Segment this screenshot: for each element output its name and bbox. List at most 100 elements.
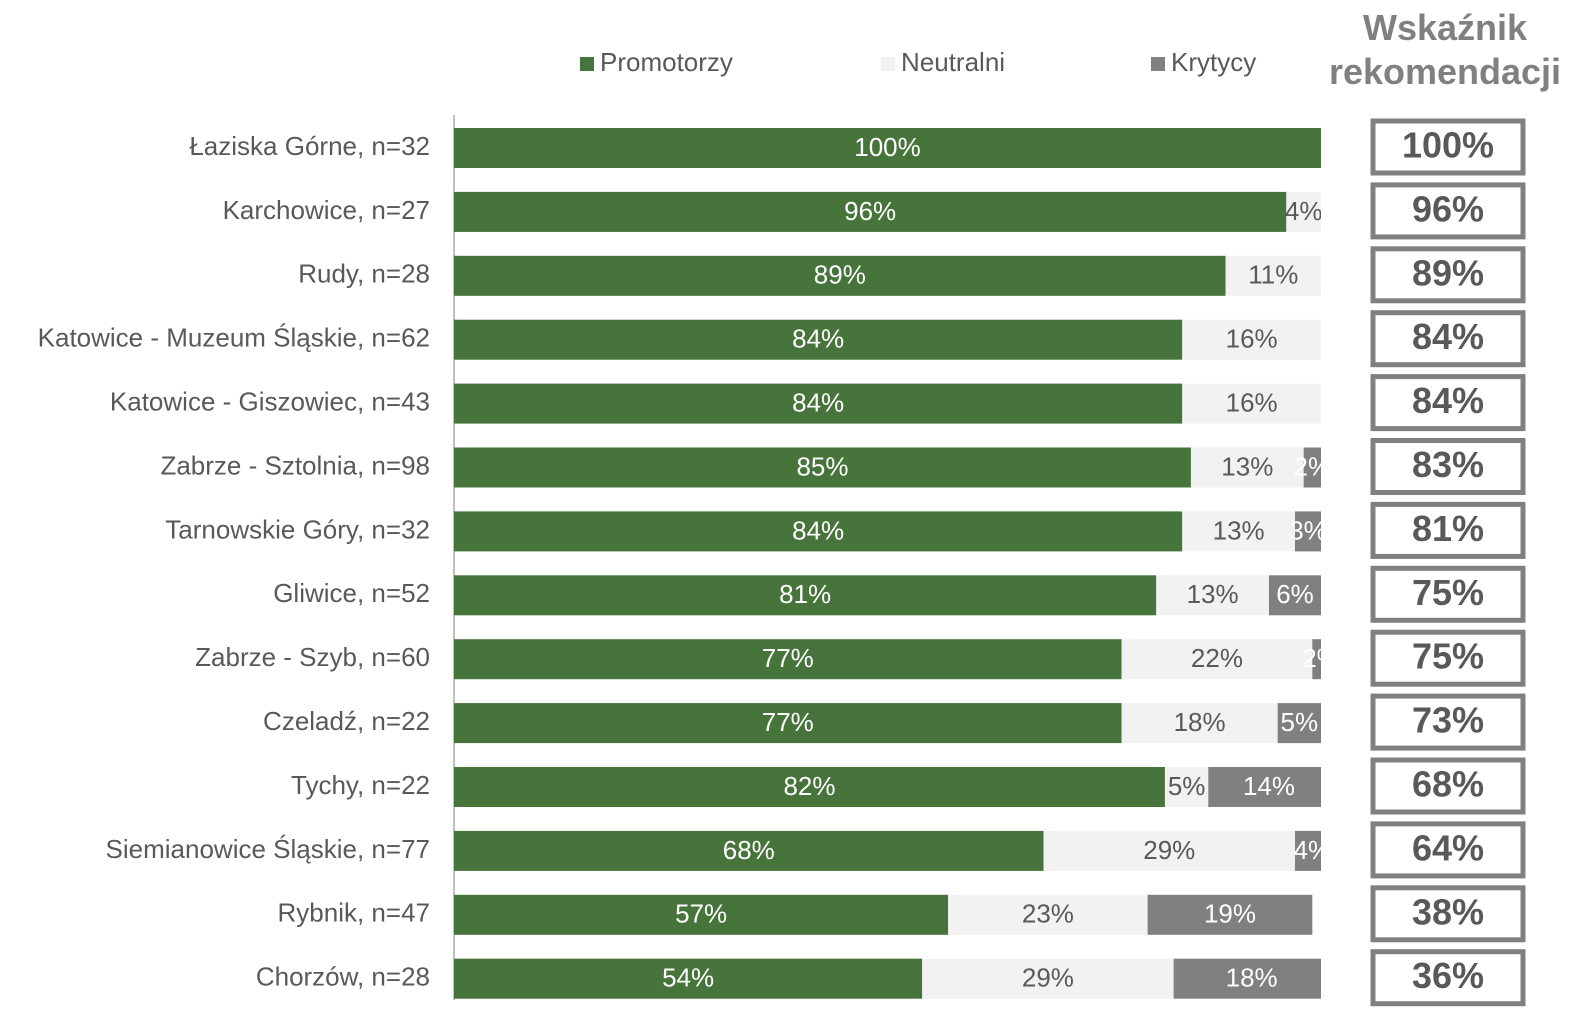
bar-segment xyxy=(948,894,1148,935)
bar-segment xyxy=(1294,511,1321,552)
bar-value-label: 14% xyxy=(1243,771,1295,801)
nps-box xyxy=(1370,310,1526,368)
bar-segment xyxy=(1043,830,1295,871)
legend-swatch xyxy=(881,57,895,71)
bar-value-label: 84% xyxy=(792,387,844,417)
bar-value-label: 81% xyxy=(779,579,831,609)
category-label: Rybnik, n=47 xyxy=(278,898,430,928)
nps-value: 75% xyxy=(1412,572,1484,613)
bar-value-label: 5% xyxy=(1281,707,1319,737)
bar-segment xyxy=(922,958,1174,999)
nps-value: 81% xyxy=(1412,508,1484,549)
nps-box xyxy=(1370,757,1526,815)
bar-value-label: 13% xyxy=(1213,515,1265,545)
category-label: Zabrze - Sztolnia, n=98 xyxy=(160,450,430,480)
nps-value: 100% xyxy=(1402,125,1494,166)
nps-box xyxy=(1370,885,1526,943)
category-label: Tychy, n=22 xyxy=(291,770,430,800)
bar-value-label: 29% xyxy=(1143,835,1195,865)
category-label: Karchowice, n=27 xyxy=(223,195,430,225)
nps-box xyxy=(1370,438,1526,495)
category-label: Siemianowice Śląskie, n=77 xyxy=(106,834,430,864)
category-label: Czeladź, n=22 xyxy=(263,706,430,736)
nps-box xyxy=(1370,693,1526,751)
nps-box xyxy=(1370,565,1526,623)
category-label: Katowice - Muzeum Śląskie, n=62 xyxy=(38,323,430,353)
bar-segment xyxy=(1182,319,1321,360)
bar-value-label: 57% xyxy=(675,899,727,929)
bar-segment xyxy=(454,767,1165,807)
bar-segment xyxy=(1294,830,1321,871)
bar-value-label: 16% xyxy=(1226,324,1278,354)
bar-value-label: 11% xyxy=(1248,260,1298,290)
nps-box xyxy=(1370,118,1526,176)
bar-segment xyxy=(1190,447,1304,488)
bar-value-label: 2% xyxy=(1294,451,1332,481)
bar-segment xyxy=(454,319,1183,360)
bar-value-label: 29% xyxy=(1022,963,1074,993)
bar-segment xyxy=(1147,894,1313,935)
bar-segment xyxy=(454,511,1183,552)
category-label: Katowice - Giszowiec, n=43 xyxy=(110,386,430,416)
bar-segment xyxy=(1268,575,1321,616)
bar-segment xyxy=(1182,511,1295,552)
category-label: Łaziska Górne, n=32 xyxy=(189,131,430,161)
legend-swatch xyxy=(1151,57,1165,71)
bar-segment xyxy=(1312,639,1321,680)
nps-box xyxy=(1370,821,1526,879)
bar-value-label: 85% xyxy=(796,451,848,481)
bar-segment xyxy=(1156,575,1269,616)
nps-title: Wskaźnik rekomendacji xyxy=(1328,7,1562,92)
bar-value-label: 84% xyxy=(792,515,844,545)
bar-segment xyxy=(1173,958,1321,999)
bar-value-label: 6% xyxy=(1276,579,1314,609)
legend-swatch xyxy=(580,57,594,71)
nps-value: 84% xyxy=(1412,380,1484,421)
bar-segment xyxy=(1277,703,1321,744)
bar-value-label: 54% xyxy=(662,963,714,993)
bar-value-label: 2% xyxy=(1302,643,1340,673)
bar-segment xyxy=(454,575,1157,616)
bar-segment xyxy=(454,191,1287,232)
bar-segment xyxy=(454,958,923,999)
bar-value-label: 4% xyxy=(1294,835,1332,865)
bar-segment xyxy=(454,128,1321,168)
bar-value-label: 18% xyxy=(1174,707,1226,737)
nps-box xyxy=(1370,374,1526,432)
nps-value: 73% xyxy=(1412,700,1484,741)
category-label: Chorzów, n=28 xyxy=(256,962,430,992)
nps-value: 89% xyxy=(1412,252,1484,293)
bar-value-label: 77% xyxy=(762,707,814,737)
bar-segment xyxy=(454,447,1191,488)
bar-value-label: 4% xyxy=(1285,196,1323,226)
bar-value-label: 3% xyxy=(1289,515,1327,545)
bar-value-label: 13% xyxy=(1221,451,1273,481)
bar-segment xyxy=(1303,447,1321,488)
nps-value: 38% xyxy=(1412,891,1484,932)
bar-segment xyxy=(1121,639,1313,680)
nps-box xyxy=(1370,949,1526,1007)
bar-segment xyxy=(1286,191,1321,232)
legend-label: Krytycy xyxy=(1171,47,1256,77)
legend-label: Promotorzy xyxy=(600,47,733,77)
bar-value-label: 22% xyxy=(1191,643,1243,673)
bar-value-label: 16% xyxy=(1226,387,1278,417)
bar-value-label: 23% xyxy=(1022,899,1074,929)
bar-segment xyxy=(454,894,949,935)
nps-value: 75% xyxy=(1412,636,1484,677)
bar-value-label: 18% xyxy=(1226,963,1278,993)
bar-segment xyxy=(1225,255,1321,296)
nps-value: 36% xyxy=(1412,955,1484,996)
category-label: Gliwice, n=52 xyxy=(273,578,430,608)
nps-value: 64% xyxy=(1412,827,1484,868)
category-label: Tarnowskie Góry, n=32 xyxy=(165,514,430,544)
bar-value-label: 68% xyxy=(723,835,775,865)
nps-value: 83% xyxy=(1412,444,1484,485)
bar-segment xyxy=(454,255,1226,296)
nps-box xyxy=(1370,501,1526,559)
bar-value-label: 84% xyxy=(792,324,844,354)
category-label: Rudy, n=28 xyxy=(298,259,430,289)
bar-segment xyxy=(454,639,1122,680)
